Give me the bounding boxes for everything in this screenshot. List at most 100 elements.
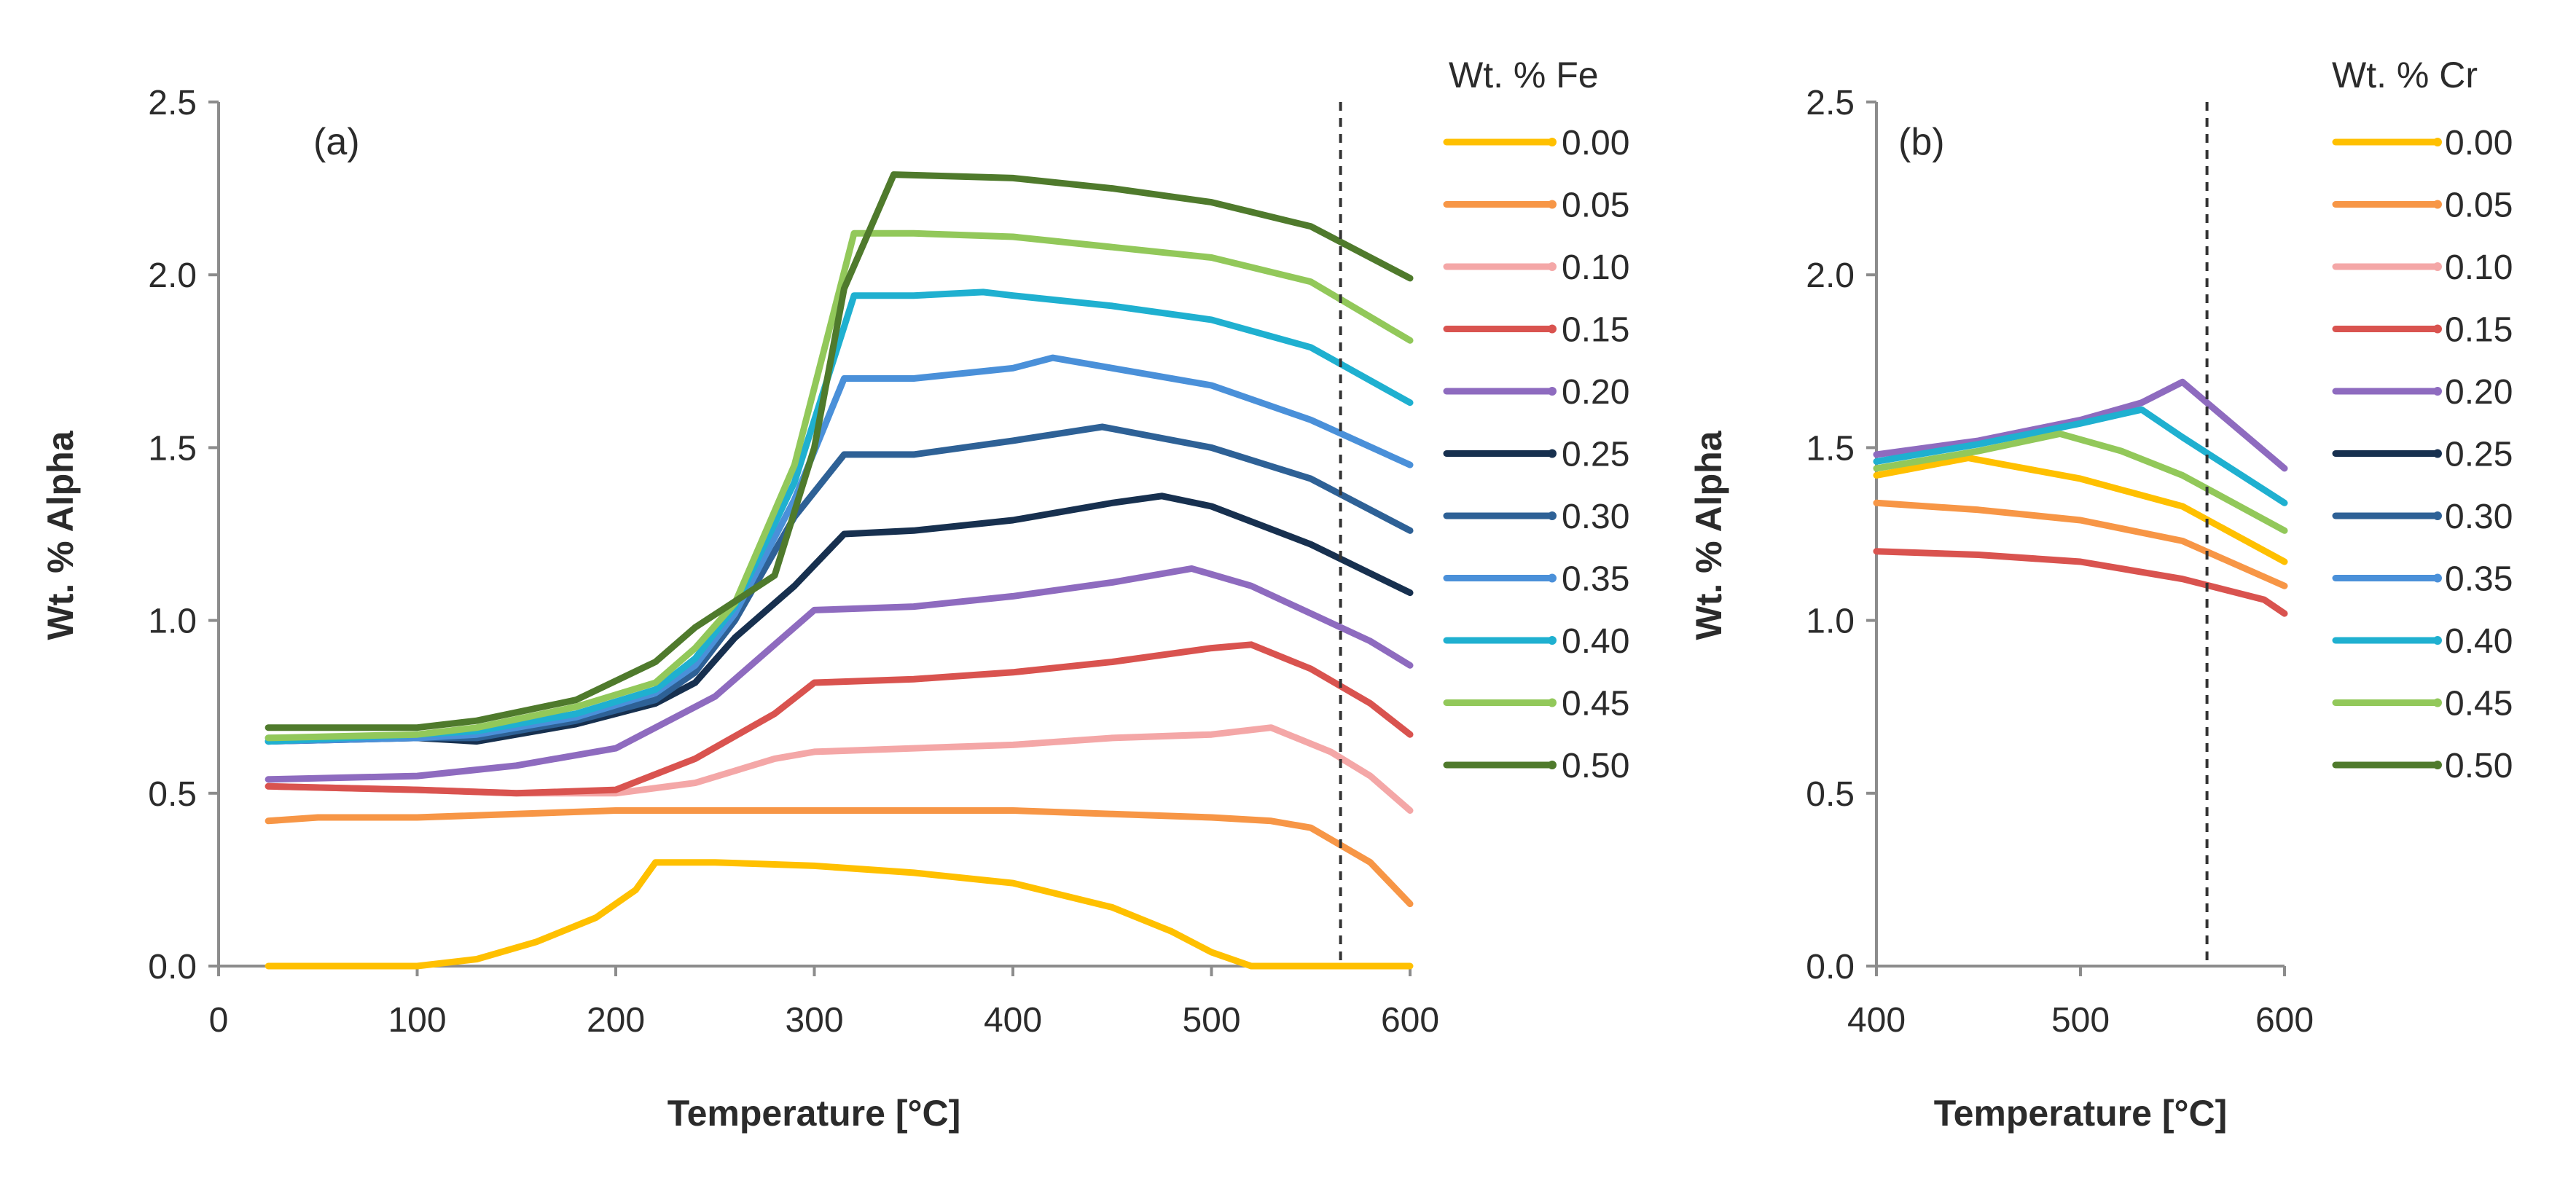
legend-marker: [2433, 324, 2442, 334]
panel-a-legend-item: 0.35: [1443, 560, 1629, 599]
panel-a-series-0.35: [265, 354, 1414, 745]
panel-a-series-0.05: [265, 807, 1414, 908]
legend-label: 0.25: [2445, 436, 2513, 474]
panel-a-series-0.20: [265, 565, 1414, 783]
panel-b-y-tick-label: 2.0: [1806, 256, 1855, 295]
panel-a-y-tick-label: 1.0: [148, 603, 197, 641]
legend-label: 0.00: [1562, 124, 1629, 162]
panel-b-series: [1873, 378, 2288, 617]
panel-b: 0.0 0.5 1.0 1.5 2.0 2.5 400 500 600 (b) Temperat…: [1688, 55, 2513, 1134]
panel-a-x-tick-label: 0: [209, 1001, 229, 1040]
legend-label: 0.15: [1562, 311, 1629, 350]
panel-b-legend-item: 0.10: [2332, 248, 2513, 287]
panel-a: 0.0 0.5 1.0 1.5 2.0 2.5 0 100 200 300 400 500 600 (a…: [40, 55, 1629, 1134]
legend-label: 0.50: [1562, 747, 1629, 785]
legend-marker: [1548, 387, 1557, 396]
panel-a-ylabel: Wt. % Alpha: [40, 430, 81, 640]
panel-b-ticks: 0.0 0.5 1.0 1.5 2.0 2.5 400 500 600: [1806, 84, 2314, 1040]
panel-a-legend-item: 0.20: [1443, 373, 1629, 412]
panel-a-x-tick-label: 600: [1381, 1001, 1439, 1040]
panel-b-y-tick-label: 2.5: [1806, 84, 1855, 122]
panel-a-legend-title: Wt. % Fe: [1449, 55, 1599, 95]
legend-label: 0.40: [1562, 622, 1629, 661]
legend-label: 0.35: [2445, 560, 2513, 599]
legend-marker: [1548, 200, 1557, 209]
panel-b-series-0.20: [1873, 378, 2288, 472]
legend-label: 0.20: [2445, 373, 2513, 412]
panel-a-legend-item: 0.30: [1443, 498, 1629, 536]
panel-b-x-tick-label: 400: [1847, 1001, 1906, 1040]
panel-b-y-tick-label: 0.0: [1806, 948, 1855, 986]
legend-label: 0.15: [2445, 311, 2513, 350]
legend-label: 0.45: [2445, 685, 2513, 723]
panel-a-series-0.25: [265, 493, 1414, 745]
panel-b-legend-item: 0.50: [2332, 747, 2513, 785]
legend-label: 0.05: [2445, 187, 2513, 225]
panel-b-legend-item: 0.45: [2332, 685, 2513, 723]
panel-b-series-0.45: [1873, 430, 2288, 534]
legend-marker: [2433, 698, 2442, 707]
panel-b-series-0.05: [1873, 499, 2288, 589]
panel-a-legend-item: 0.00: [1443, 124, 1629, 162]
panel-a-series-0.15: [265, 641, 1414, 797]
panel-a-y-tick-label: 2.0: [148, 256, 197, 295]
panel-b-legend-item: 0.40: [2332, 622, 2513, 661]
panel-a-legend-item: 0.15: [1443, 311, 1629, 350]
panel-b-legend-item: 0.15: [2332, 311, 2513, 350]
legend-marker: [2433, 636, 2442, 645]
panel-a-label: (a): [313, 121, 360, 163]
legend-label: 0.50: [2445, 747, 2513, 785]
legend-marker: [1548, 511, 1557, 520]
legend-label: 0.10: [2445, 248, 2513, 287]
panel-a-legend-item: 0.50: [1443, 747, 1629, 785]
legend-label: 0.00: [2445, 124, 2513, 162]
panel-b-legend-item: 0.05: [2332, 187, 2513, 225]
panel-a-x-tick-label: 200: [587, 1001, 645, 1040]
panel-a-legend-item: 0.10: [1443, 248, 1629, 287]
panel-a-series-0.50: [265, 171, 1414, 731]
panel-a-x-tick-label: 100: [388, 1001, 446, 1040]
panel-b-legend-item: 0.25: [2332, 436, 2513, 474]
panel-b-series-0.40: [1873, 406, 2288, 506]
panel-a-legend-item: 0.05: [1443, 187, 1629, 225]
legend-marker: [2433, 573, 2442, 583]
panel-a-y-tick-label: 0.0: [148, 948, 197, 986]
legend-marker: [1548, 138, 1557, 146]
panel-a-legend-item: 0.25: [1443, 436, 1629, 474]
panel-a-series: [265, 171, 1414, 970]
panel-b-legend-item: 0.00: [2332, 124, 2513, 162]
panel-b-series-0.00: [1873, 455, 2288, 565]
panel-b-legend-item: 0.20: [2332, 373, 2513, 412]
legend-label: 0.05: [1562, 187, 1629, 225]
legend-label: 0.40: [2445, 622, 2513, 661]
legend-marker: [2433, 511, 2442, 520]
panel-b-legend: 0.00 0.05 0.10 0.15 0.20 0.25 0.30 0.35 0.40 0.45…: [2332, 124, 2513, 785]
legend-label: 0.35: [1562, 560, 1629, 599]
legend-marker: [2433, 138, 2442, 146]
legend-marker: [1548, 698, 1557, 707]
panel-b-y-tick-label: 1.5: [1806, 429, 1855, 468]
panel-a-series-0.45: [265, 229, 1414, 742]
legend-marker: [2433, 449, 2442, 458]
legend-marker: [1548, 324, 1557, 334]
legend-marker: [2433, 761, 2442, 769]
legend-label: 0.10: [1562, 248, 1629, 287]
panel-a-legend-item: 0.45: [1443, 685, 1629, 723]
panel-b-series-0.15: [1873, 548, 2288, 617]
panel-b-plot: 0.0 0.5 1.0 1.5 2.0 2.5 400 500 600: [1806, 84, 2314, 1040]
legend-marker: [1548, 573, 1557, 583]
panel-a-x-tick-label: 400: [984, 1001, 1042, 1040]
panel-b-label: (b): [1898, 121, 1945, 163]
panel-a-series-0.00: [265, 859, 1414, 970]
legend-label: 0.25: [1562, 436, 1629, 474]
panel-b-legend-item: 0.35: [2332, 560, 2513, 599]
legend-marker: [2433, 200, 2442, 209]
panel-a-legend-item: 0.40: [1443, 622, 1629, 661]
panel-a-plot: 0.0 0.5 1.0 1.5 2.0 2.5 0 100 200 300 400 500 600: [148, 84, 1439, 1040]
legend-marker: [1548, 636, 1557, 645]
legend-marker: [1548, 449, 1557, 458]
panel-a-x-tick-label: 300: [785, 1001, 843, 1040]
legend-marker: [2433, 387, 2442, 396]
panel-b-x-tick-label: 600: [2255, 1001, 2314, 1040]
